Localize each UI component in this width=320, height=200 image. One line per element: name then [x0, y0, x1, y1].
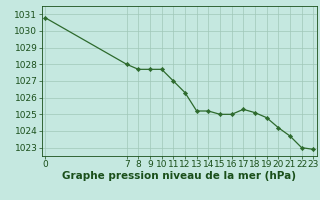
X-axis label: Graphe pression niveau de la mer (hPa): Graphe pression niveau de la mer (hPa) — [62, 171, 296, 181]
